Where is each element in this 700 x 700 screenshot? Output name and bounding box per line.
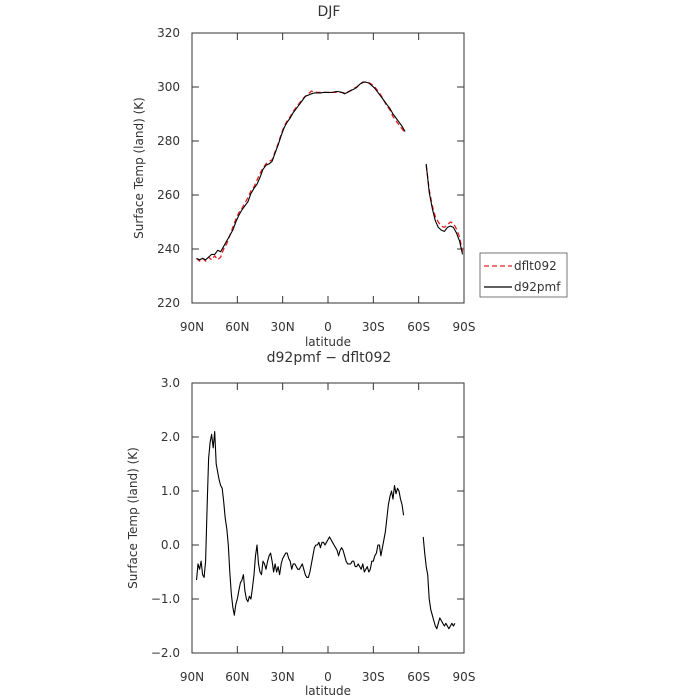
legend-label-d92pmf: d92pmf <box>514 280 561 294</box>
x-axis-label: latitude <box>305 335 351 349</box>
y-tick-label: 1.0 <box>161 484 180 498</box>
y-tick-label: 220 <box>157 296 180 310</box>
x-tick-label: 60N <box>225 670 249 684</box>
series-line-dflt092 <box>425 165 464 252</box>
x-axis-label: latitude <box>305 684 351 698</box>
legend-label-dflt092: dflt092 <box>514 259 557 273</box>
y-tick-label: 260 <box>157 188 180 202</box>
chart-title: DJF <box>318 4 341 20</box>
x-tick-label: 0 <box>324 320 332 334</box>
x-tick-label: 30N <box>271 320 295 334</box>
x-tick-label: 30S <box>362 670 385 684</box>
chart-title: d92pmf − dflt092 <box>267 350 392 366</box>
legend: dflt092 d92pmf <box>479 252 568 298</box>
x-tick-label: 30N <box>271 670 295 684</box>
x-tick-label: 90N <box>180 670 204 684</box>
x-tick-label: 30S <box>362 320 385 334</box>
x-tick-label: 90N <box>180 320 204 334</box>
y-tick-label: 2.0 <box>161 430 180 444</box>
x-tick-label: 90S <box>453 670 476 684</box>
y-axis-label: Surface Temp (land) (K) <box>132 97 146 239</box>
series-line-series-0 <box>195 431 405 616</box>
x-tick-label: 90S <box>453 320 476 334</box>
y-tick-label: 280 <box>157 134 180 148</box>
series-line-series-0 <box>422 536 456 630</box>
y-tick-label: 300 <box>157 80 180 94</box>
y-tick-label: 320 <box>157 26 180 40</box>
legend-box <box>479 252 568 298</box>
bottom-chart: d92pmf − dflt092 3.0 2.0 1.0 0.0 −1.0 −2.090N… <box>126 350 475 698</box>
y-axis-label: Surface Temp (land) (K) <box>126 447 140 589</box>
y-tick-label: −2.0 <box>151 646 180 660</box>
y-tick-label: 3.0 <box>161 376 180 390</box>
plot-frame <box>191 32 465 304</box>
x-tick-label: 0 <box>324 670 332 684</box>
series-line-dflt092 <box>196 80 406 262</box>
series-line-d92pmf <box>196 81 406 261</box>
y-tick-label: −1.0 <box>151 592 180 606</box>
x-tick-label: 60S <box>407 670 430 684</box>
y-tick-label: 0.0 <box>161 538 180 552</box>
y-tick-label: 240 <box>157 242 180 256</box>
plot-frame <box>191 382 465 654</box>
x-tick-label: 60S <box>407 320 430 334</box>
x-tick-label: 60N <box>225 320 249 334</box>
series-line-d92pmf <box>425 163 464 255</box>
